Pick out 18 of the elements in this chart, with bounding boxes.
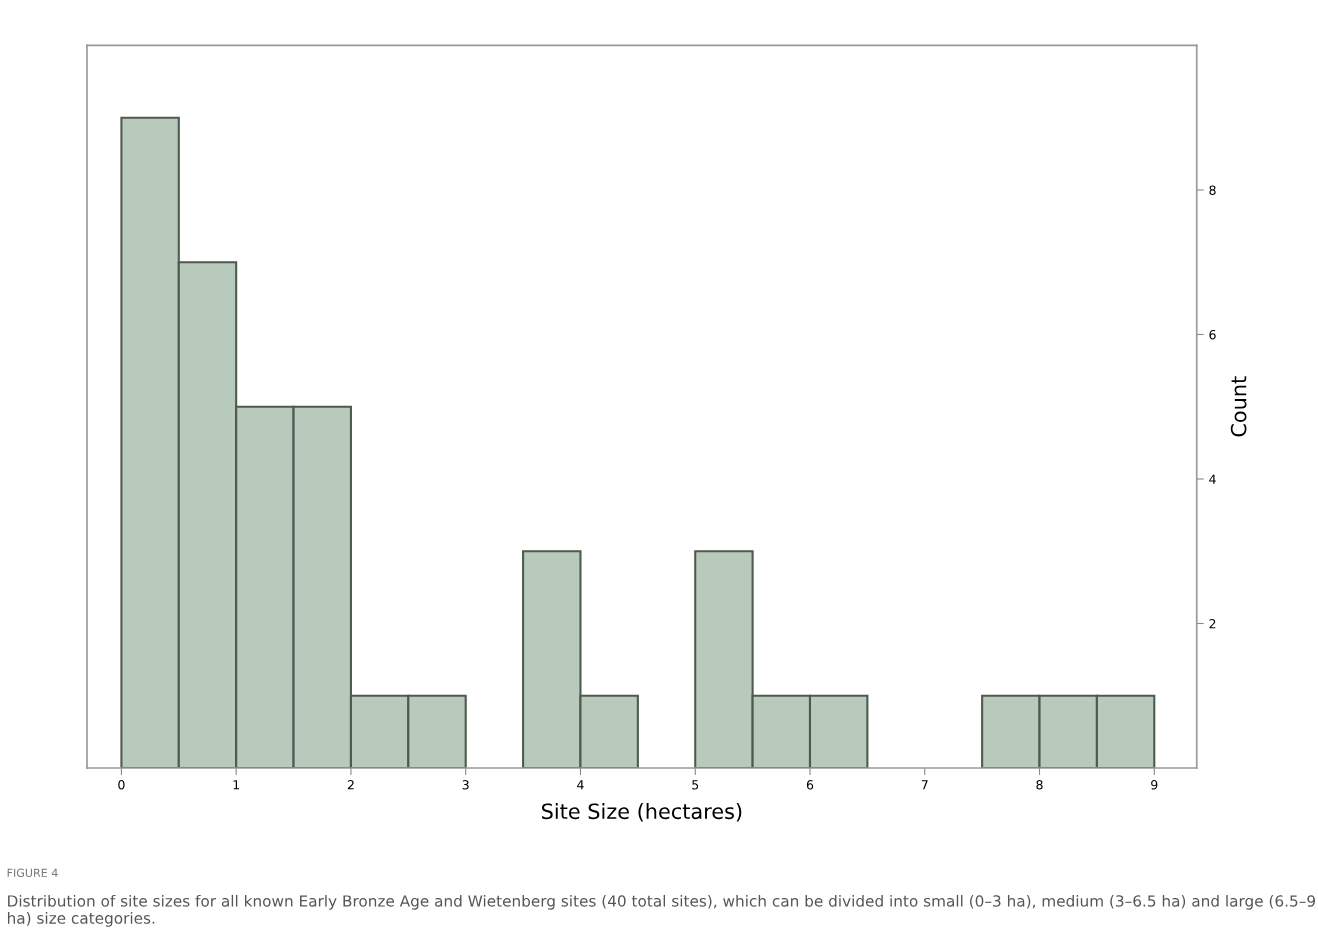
y-tick-label: 6 xyxy=(1209,329,1216,340)
y-tick-label: 4 xyxy=(1209,474,1216,484)
y-tick-label: 8 xyxy=(1209,185,1216,195)
x-tick-label: 8 xyxy=(1036,780,1043,790)
y-axis-title: Count xyxy=(1230,376,1247,437)
x-tick-label: 1 xyxy=(233,780,239,790)
y-tick-label: 2 xyxy=(1209,618,1216,629)
x-tick-label: 5 xyxy=(692,780,699,790)
x-axis-title: Site Size (hectares) xyxy=(542,803,742,822)
x-tick-label: 7 xyxy=(921,780,928,790)
caption: FIGURE 4 xyxy=(7,868,58,877)
x-tick-label: 4 xyxy=(577,780,584,790)
x-tick-label: 3 xyxy=(462,780,469,790)
x-tick-label: 0 xyxy=(118,780,125,790)
x-tick-label: 9 xyxy=(1151,780,1158,790)
x-tick-label: 6 xyxy=(806,780,814,790)
text: Distribution of site sizes for all known Early Bronze Age and Wietenberg sites (40 total sites), which can be divided into small (0–3 ha), medium (3–6.5 ha) and large (6.5–9 ha) size categories. xyxy=(7,894,1315,927)
x-tick-label: 2 xyxy=(347,780,354,790)
